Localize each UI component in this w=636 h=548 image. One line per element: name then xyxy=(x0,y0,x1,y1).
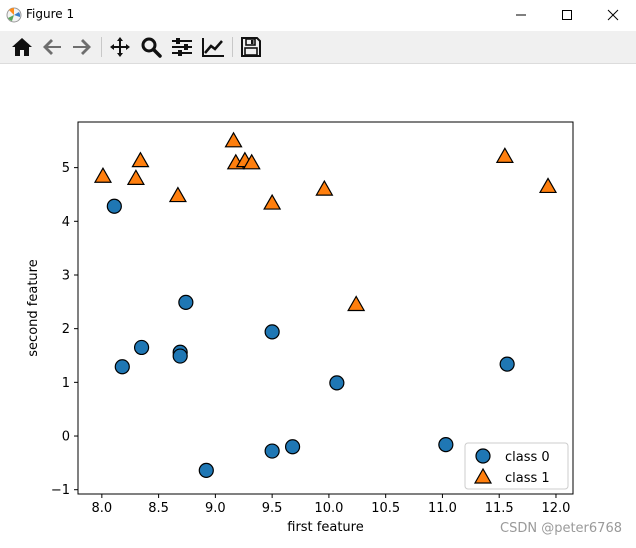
class-0-point xyxy=(264,443,280,459)
y-tick-label: −1 xyxy=(51,483,70,498)
move-icon xyxy=(110,37,130,57)
legend-box xyxy=(464,442,569,490)
class-1-point xyxy=(242,153,261,170)
y-tick-label: 0 xyxy=(62,430,70,445)
window-title: Figure 1 xyxy=(26,7,75,21)
minimize-icon xyxy=(516,14,526,16)
x-axis-label: first feature xyxy=(287,520,363,535)
class-1-point xyxy=(495,147,514,163)
class-0-point xyxy=(499,356,515,372)
zoom-button[interactable] xyxy=(139,36,163,58)
class-0-point xyxy=(329,375,345,391)
arrow-right-icon xyxy=(73,39,91,55)
forward-button[interactable] xyxy=(70,36,94,58)
floppy-disk-icon xyxy=(241,37,261,57)
class-1-point xyxy=(538,177,558,194)
class-1-point xyxy=(315,179,334,196)
pan-button[interactable] xyxy=(108,36,132,58)
x-tick-label: 9.0 xyxy=(205,501,226,516)
save-button[interactable] xyxy=(239,36,263,58)
x-tick-label: 11.5 xyxy=(485,501,514,516)
line-chart-icon xyxy=(202,38,224,57)
y-tick-label: 3 xyxy=(62,268,70,283)
toolbar-separator xyxy=(101,37,102,57)
scatter-chart: 8.0 8.5 9.0 9.5 10.0 10.5 11.0 11.5 12.0 −1 0 1 2 3 4 5… xyxy=(26,121,574,535)
watermark: CSDN @peter6768 xyxy=(500,521,622,536)
sliders-icon xyxy=(172,38,192,56)
x-tick-label: 10.0 xyxy=(314,501,343,516)
legend-marker-class-1 xyxy=(473,467,493,484)
magnifier-icon xyxy=(141,37,162,58)
x-tick-label: 11.0 xyxy=(428,501,457,516)
class-1-point xyxy=(263,193,282,210)
class-0-point xyxy=(106,198,122,214)
maximize-button[interactable] xyxy=(544,0,590,30)
class-1-point xyxy=(131,151,150,168)
arrow-left-icon xyxy=(43,39,61,55)
y-tick-label: 5 xyxy=(62,161,70,176)
title-bar: Figure 1 xyxy=(0,0,636,30)
x-tick-label: 8.0 xyxy=(91,501,112,516)
axes-frame xyxy=(77,121,574,495)
class-0-point xyxy=(264,324,280,340)
y-tick-label: 1 xyxy=(62,376,70,391)
y-axis-label: second feature xyxy=(26,259,41,356)
x-tick-label: 8.5 xyxy=(148,501,169,516)
home-button[interactable] xyxy=(10,36,34,58)
legend-label: class 1 xyxy=(505,471,550,486)
class-0-point xyxy=(438,437,454,453)
close-button[interactable] xyxy=(590,0,636,30)
figure-canvas[interactable]: 8.0 8.5 9.0 9.5 10.0 10.5 11.0 11.5 12.0 −1 0 1 2 3 4 5… xyxy=(0,64,636,544)
class-1-point xyxy=(126,169,145,185)
y-tick-label: 4 xyxy=(62,215,70,230)
close-icon xyxy=(607,9,619,21)
toolbar-separator xyxy=(232,37,233,57)
class-0-point xyxy=(172,348,188,364)
legend: class 0 class 1 xyxy=(464,442,569,490)
class-0-point xyxy=(114,359,130,375)
configure-subplots-button[interactable] xyxy=(170,36,194,58)
class-1-point xyxy=(224,131,243,148)
class-0-point xyxy=(178,294,194,310)
data-points xyxy=(93,131,558,478)
class-1-point xyxy=(347,295,366,312)
x-tick-label: 12.0 xyxy=(541,501,570,516)
class-0-point xyxy=(284,439,301,455)
edit-axis-button[interactable] xyxy=(201,36,225,58)
legend-label: class 0 xyxy=(505,450,550,465)
class-0-point xyxy=(133,339,150,356)
maximize-icon xyxy=(562,10,572,20)
minimize-button[interactable] xyxy=(498,0,544,30)
x-tick-label: 9.5 xyxy=(262,501,283,516)
class-0-point xyxy=(198,462,214,478)
class-1-point xyxy=(168,186,187,203)
back-button[interactable] xyxy=(40,36,64,58)
legend-marker-class-0 xyxy=(475,448,491,464)
home-icon xyxy=(12,38,32,56)
matplotlib-logo-icon xyxy=(6,7,22,23)
class-1-point xyxy=(93,167,113,183)
y-tick-label: 2 xyxy=(62,322,70,337)
x-tick-label: 10.5 xyxy=(371,501,400,516)
navigation-toolbar xyxy=(0,31,636,64)
